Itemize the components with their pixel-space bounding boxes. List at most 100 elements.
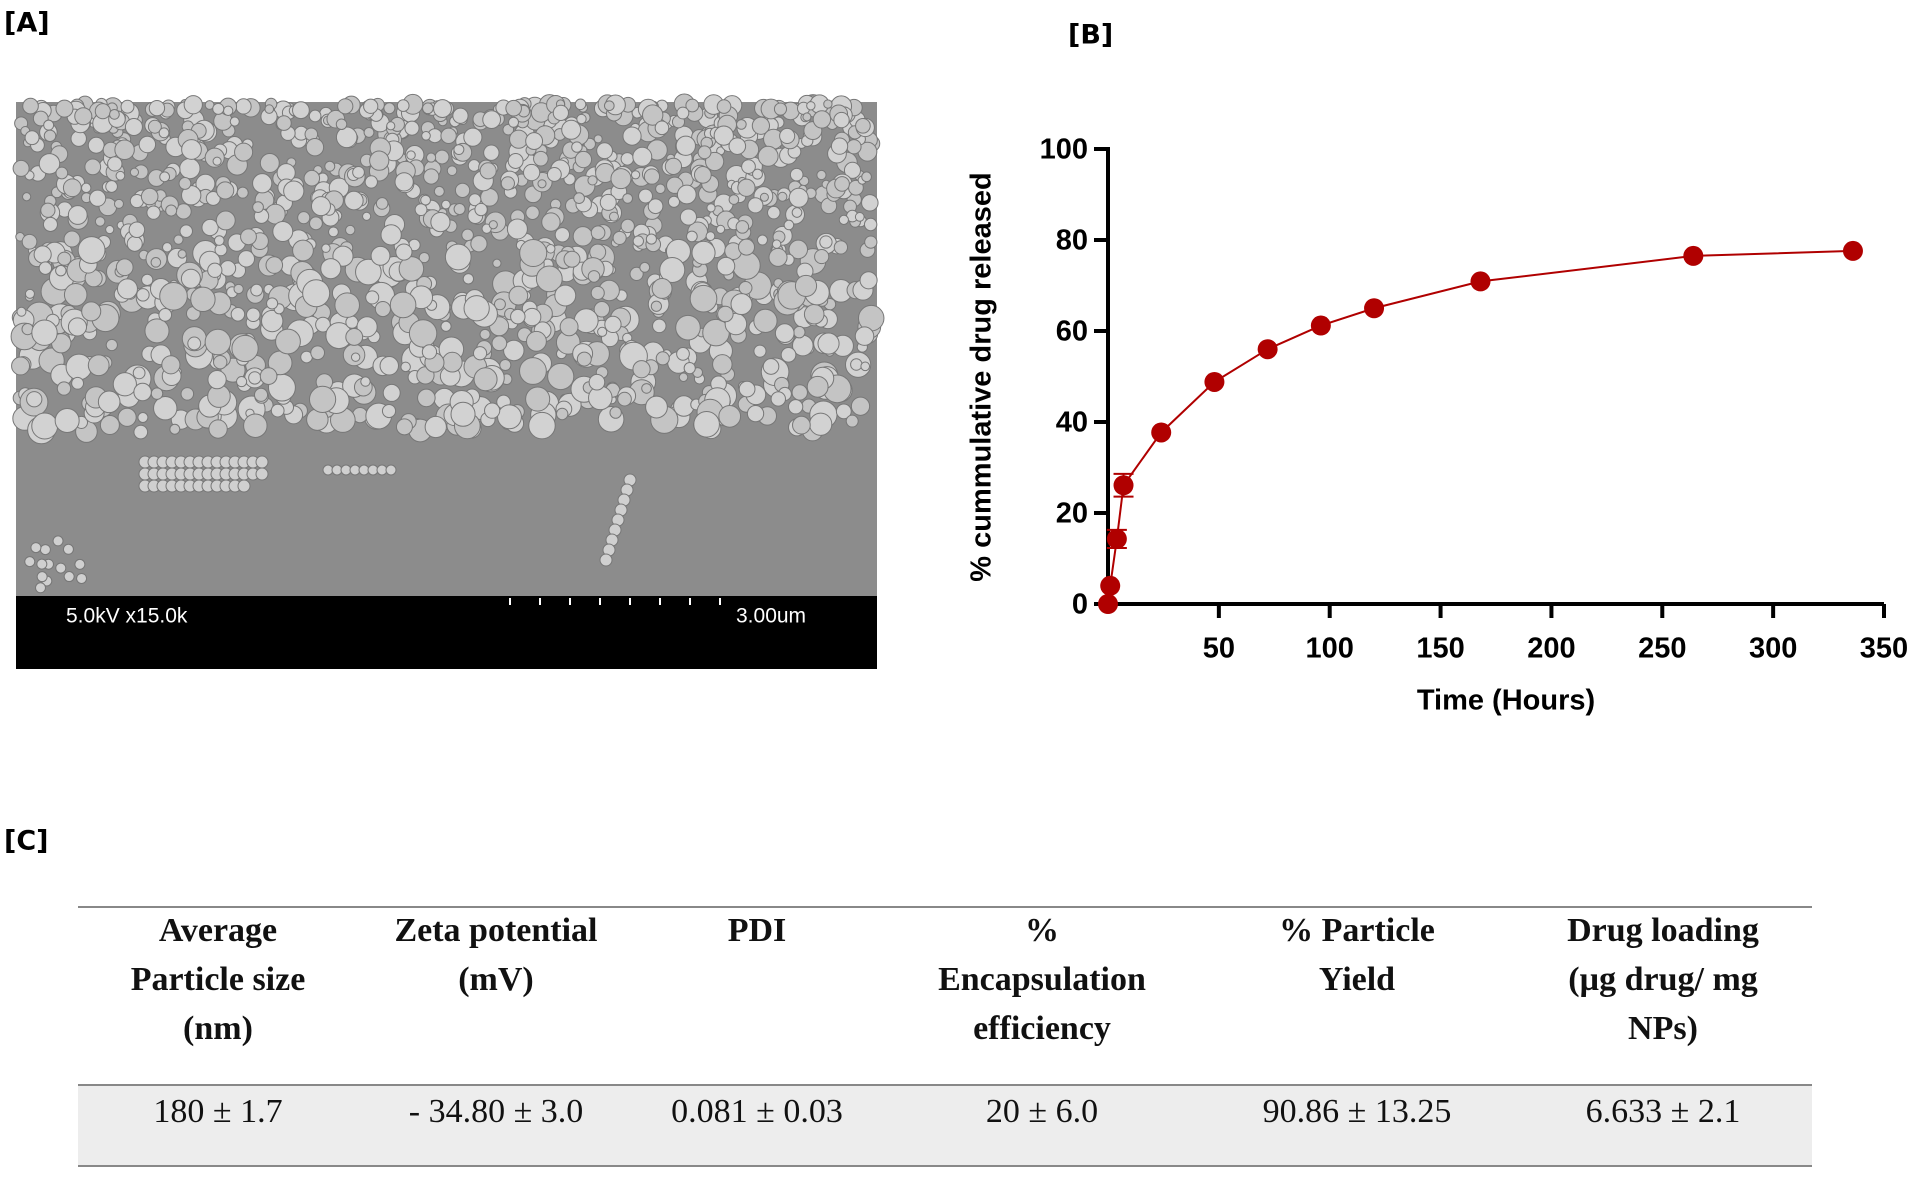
particle	[843, 161, 861, 179]
particle	[133, 382, 152, 402]
y-tick-label: 0	[1072, 589, 1088, 621]
x-tick-label: 50	[1203, 633, 1235, 665]
particle	[345, 224, 356, 236]
particle	[360, 376, 371, 387]
particle	[738, 380, 756, 398]
particle	[563, 250, 581, 268]
table-header: (mV)	[458, 961, 534, 998]
particle	[641, 383, 652, 394]
particle	[838, 214, 849, 225]
particle	[308, 385, 337, 413]
particle	[705, 231, 716, 242]
particle	[259, 367, 278, 385]
table-header: % Particle	[1279, 912, 1435, 949]
table-cell: 90.86 ± 13.25	[1263, 1093, 1452, 1130]
particle	[479, 162, 497, 180]
particle	[756, 234, 768, 246]
particle	[12, 159, 30, 177]
particle	[792, 415, 811, 435]
sem-text: 3.00um	[736, 605, 806, 628]
particle	[685, 98, 700, 113]
particle	[519, 357, 547, 385]
particle	[302, 279, 331, 308]
particle	[678, 372, 689, 382]
particle	[380, 224, 402, 246]
particle	[67, 205, 88, 225]
particle	[645, 233, 657, 245]
particle	[94, 216, 106, 227]
particle	[77, 236, 106, 264]
particle	[292, 239, 314, 262]
particle	[408, 319, 438, 348]
particle	[610, 168, 632, 190]
particle	[503, 339, 525, 362]
particle	[467, 159, 481, 172]
particle	[374, 300, 391, 318]
particle	[604, 315, 622, 334]
particle	[472, 346, 488, 361]
particle	[138, 135, 157, 154]
particle	[375, 197, 389, 210]
particle	[642, 104, 664, 126]
y-tick-label: 100	[1040, 134, 1088, 166]
particle	[590, 285, 605, 301]
particle	[237, 250, 256, 268]
particle	[264, 104, 275, 114]
particle	[803, 303, 825, 325]
particle	[236, 376, 248, 388]
particle	[473, 367, 498, 392]
table-cell: 0.081 ± 0.03	[671, 1093, 843, 1130]
particle	[181, 185, 202, 206]
sem-info-bar	[16, 596, 877, 669]
data-point	[1151, 422, 1172, 443]
particle	[728, 137, 747, 155]
data-line	[1107, 249, 1853, 605]
particle	[265, 256, 284, 274]
particle	[453, 202, 466, 216]
particle	[181, 139, 202, 160]
particle	[344, 190, 364, 211]
y-axis-title: % cummulative drug released	[966, 172, 998, 581]
particle	[484, 402, 501, 419]
particle	[395, 243, 413, 261]
particle	[814, 248, 830, 265]
particle	[112, 372, 137, 397]
particle	[337, 98, 354, 115]
particle	[574, 98, 587, 111]
particle	[632, 146, 653, 167]
particle	[117, 407, 137, 427]
particle	[165, 204, 178, 217]
particle	[793, 325, 806, 339]
particle	[62, 543, 74, 555]
particle	[510, 308, 526, 325]
particle	[686, 230, 698, 243]
particle	[183, 95, 203, 115]
table-header: Particle size	[131, 961, 306, 998]
particle	[559, 317, 579, 337]
particle	[369, 150, 390, 171]
particle	[105, 180, 118, 193]
particle	[133, 424, 149, 440]
particle	[751, 116, 771, 135]
particle	[386, 121, 396, 131]
particle	[629, 266, 644, 282]
particle	[817, 332, 840, 355]
particle	[24, 130, 40, 146]
particle	[120, 99, 135, 114]
particle	[693, 166, 712, 184]
particle	[40, 202, 56, 218]
particle	[132, 366, 146, 380]
particle	[115, 258, 134, 277]
particle	[159, 281, 188, 311]
particle	[433, 185, 445, 197]
particle	[546, 167, 562, 182]
particle	[426, 152, 437, 163]
particle	[246, 307, 261, 323]
particle	[617, 391, 632, 407]
particle	[126, 235, 143, 252]
particle	[597, 326, 608, 337]
particle	[833, 111, 850, 129]
particle	[845, 414, 859, 428]
particle	[370, 245, 391, 266]
particle	[97, 390, 121, 414]
